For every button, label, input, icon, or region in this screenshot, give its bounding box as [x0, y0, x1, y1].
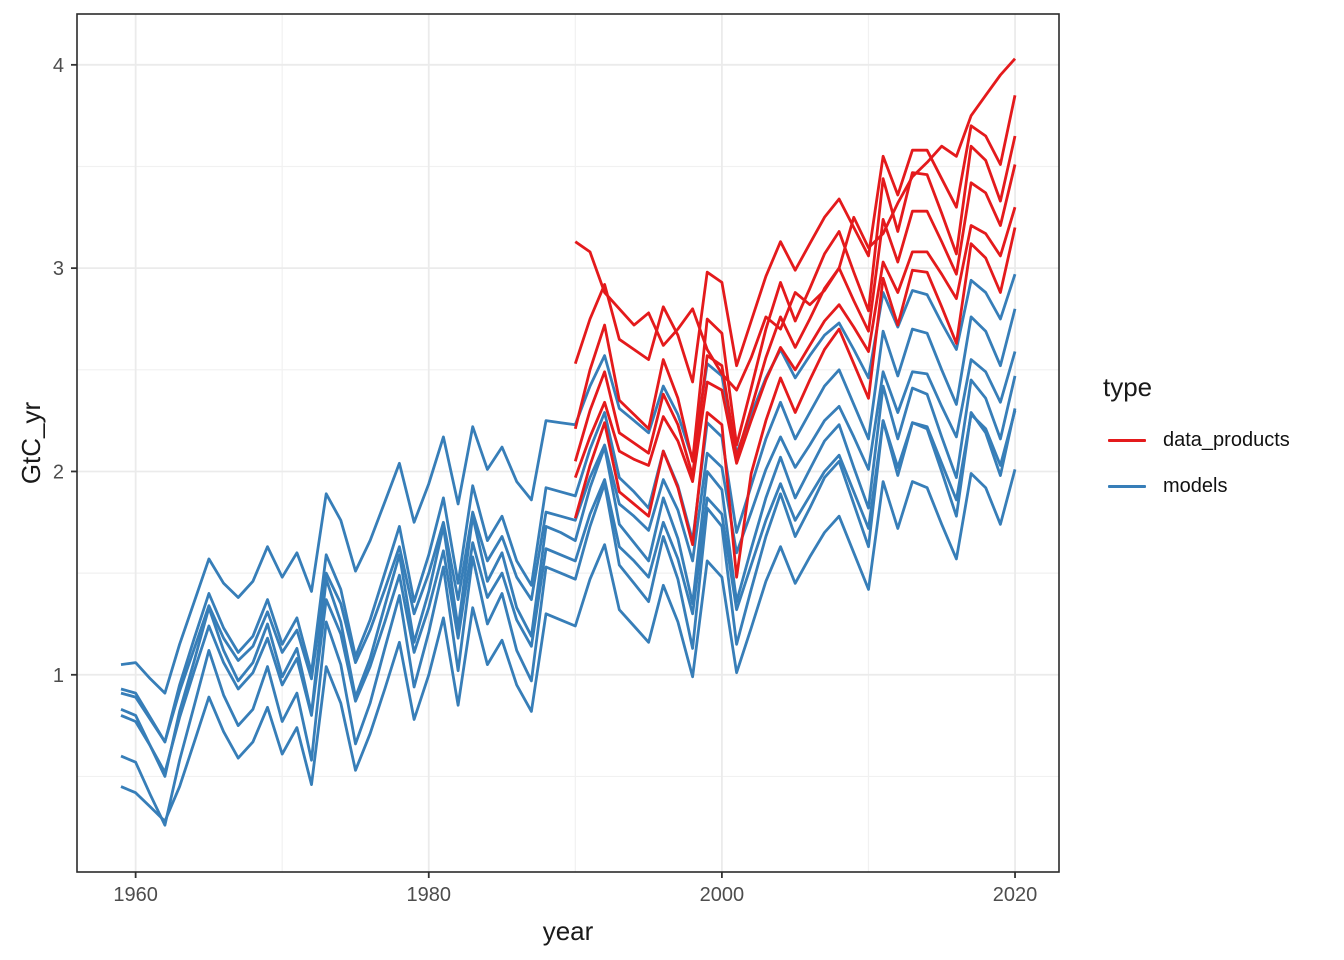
y-axis-title: GtC_yr — [16, 401, 46, 484]
series-line-data_product_5 — [573, 206, 1017, 484]
series-line-data_product_2 — [573, 95, 1017, 384]
axis-tick-labels: 1960 1980 2000 2020 1 2 3 4 — [53, 55, 1037, 906]
series-line-model_6 — [120, 408, 1017, 827]
y-tick-label: 1 — [53, 665, 64, 687]
legend-entry-label: models — [1163, 474, 1228, 497]
series-lines — [120, 57, 1017, 827]
series-line-model_3 — [120, 351, 1017, 744]
legend: type data_products models — [1100, 372, 1340, 519]
x-tick-label: 1980 — [407, 884, 452, 906]
legend-entry-models: models — [1108, 473, 1340, 499]
y-tick-label: 4 — [53, 55, 64, 77]
x-tick-label: 2000 — [700, 884, 745, 906]
series-line-data_product_3 — [573, 135, 1017, 463]
series-line-model_4 — [120, 375, 1017, 778]
panel-border — [76, 13, 1060, 873]
axis-ticks — [71, 63, 1016, 878]
x-tick-label: 1960 — [113, 884, 158, 906]
series-line-data_product_6 — [573, 227, 1017, 579]
series-line-model_5 — [120, 410, 1017, 774]
legend-entry-label: data_products — [1163, 428, 1290, 451]
legend-key-line-data-products — [1108, 438, 1146, 442]
y-tick-label: 3 — [53, 258, 64, 280]
y-tick-label: 2 — [53, 461, 64, 483]
series-line-data_product_1 — [574, 57, 1017, 392]
x-tick-label: 2020 — [993, 884, 1038, 906]
x-axis-title: year — [543, 916, 594, 946]
legend-key-line-models — [1108, 484, 1146, 488]
gridlines-minor — [77, 14, 1059, 872]
series-line-model_1 — [120, 273, 1017, 695]
legend-entry-data-products: data_products — [1108, 427, 1340, 453]
series-line-data_product_4 — [573, 164, 1017, 477]
series-line-model_2 — [120, 308, 1017, 744]
legend-title: type — [1103, 372, 1153, 402]
gridlines-major — [77, 14, 1059, 872]
series-line-model_7 — [120, 469, 1017, 823]
